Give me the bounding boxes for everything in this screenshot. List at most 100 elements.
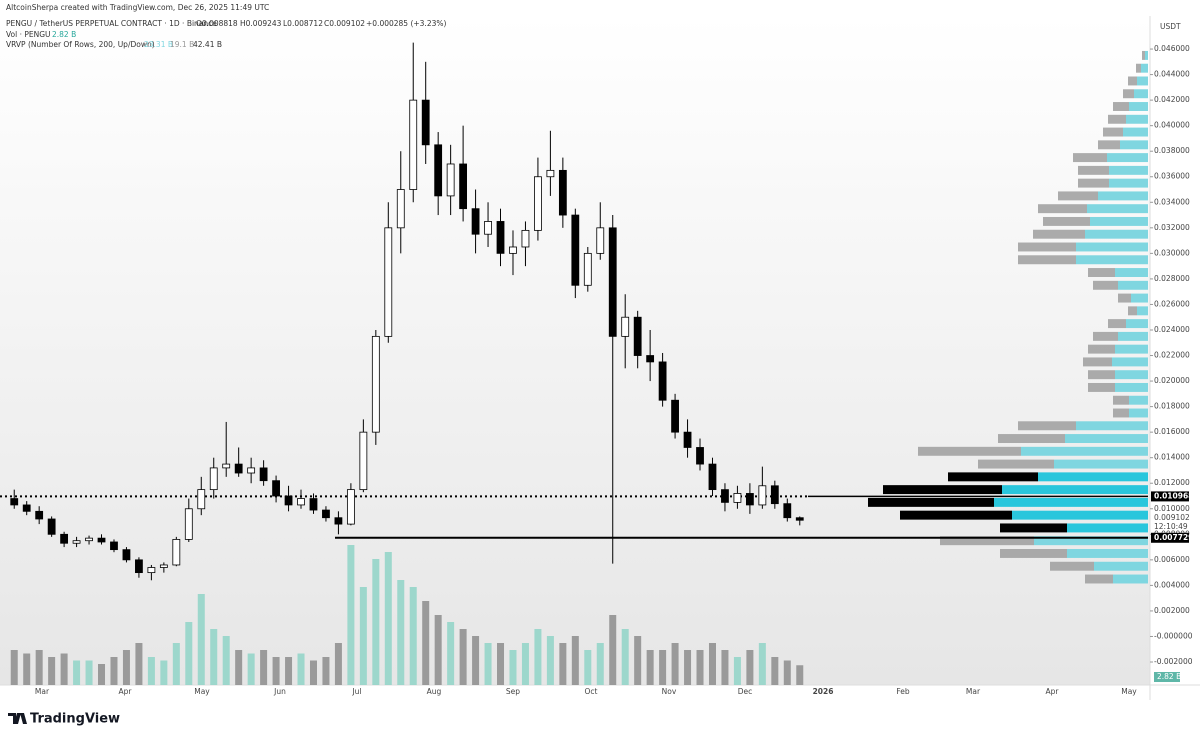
candle-body <box>396 189 405 229</box>
volume-bar <box>659 650 667 685</box>
volume-bar <box>10 650 18 685</box>
volume-bar <box>746 650 754 685</box>
candle-body <box>621 316 630 337</box>
candle-body <box>608 227 617 337</box>
profile-up <box>1120 140 1148 150</box>
profile-up <box>1129 408 1148 418</box>
x-tick-label: Oct <box>585 687 598 696</box>
profile-up <box>1123 127 1148 137</box>
profile-up <box>1112 357 1148 367</box>
candle-body <box>209 467 218 491</box>
profile-up <box>1109 178 1148 188</box>
profile-down <box>1108 114 1126 124</box>
volume-bar <box>796 665 804 685</box>
candle-body <box>696 447 704 465</box>
candle-body <box>384 227 393 337</box>
volume-bar <box>272 657 280 685</box>
brand-logo: TradingView <box>8 712 120 727</box>
title: PENGU / TetherUS PERPETUAL CONTRACT · 1D… <box>6 19 217 28</box>
volume-bar <box>472 636 480 685</box>
candle-body <box>22 504 31 512</box>
countdown: 12:10:49 <box>1154 522 1188 531</box>
candle-body <box>484 221 492 235</box>
x-tick-label: Apr <box>119 687 133 696</box>
profile-down <box>868 497 994 507</box>
y-tick-label: 0.036000 <box>1154 172 1190 181</box>
volume-bar <box>347 545 355 685</box>
y-tick-label: 0.014000 <box>1154 453 1190 462</box>
y-tick-label: 0.034000 <box>1154 197 1190 206</box>
y-tick-label: 0.016000 <box>1154 427 1190 436</box>
profile-down <box>1018 421 1076 431</box>
profile-down <box>1093 331 1118 341</box>
profile-down <box>1136 63 1141 73</box>
candle-body <box>334 517 343 525</box>
candle-body <box>421 99 430 146</box>
candle-body <box>409 99 418 190</box>
profile-down <box>1033 229 1085 239</box>
volume-bar <box>434 615 442 685</box>
profile-down <box>1093 280 1118 290</box>
volume-bar <box>359 587 367 685</box>
volume-bar <box>122 650 130 685</box>
volume-bar <box>23 653 31 685</box>
volume-bar <box>459 629 467 685</box>
profile-up <box>1118 331 1148 341</box>
candle-body <box>222 463 231 469</box>
volume-bar <box>634 636 642 685</box>
volume-bar <box>621 629 629 685</box>
candle-body <box>509 246 517 254</box>
profile-up <box>1115 268 1148 277</box>
vrvp-total: 42.41 B <box>193 40 222 49</box>
volume-bar <box>85 660 93 685</box>
volume-bar <box>497 643 505 685</box>
ohlc-change: +0.000285 (+3.23%) <box>366 19 446 28</box>
profile-down <box>1078 178 1109 188</box>
candle-body <box>658 361 667 401</box>
profile-up <box>1085 229 1148 239</box>
candle-body <box>135 559 143 574</box>
candle-body <box>97 537 106 543</box>
y-tick-label: 0.010000 <box>1154 504 1190 513</box>
x-tick-label: May <box>194 687 210 696</box>
y-tick-label: 0.002000 <box>1154 606 1190 615</box>
volume-bar <box>197 594 205 685</box>
candle-body <box>322 509 330 519</box>
candle-body <box>496 221 505 254</box>
candle-body <box>297 498 305 506</box>
profile-down <box>1108 319 1126 329</box>
candle-body <box>371 335 380 433</box>
x-tick-label: Nov <box>662 687 677 696</box>
profile-up <box>1067 548 1148 558</box>
profile-down <box>1123 89 1134 99</box>
volume-bar <box>98 664 106 685</box>
candle-body <box>110 541 118 551</box>
volume-bar <box>372 559 380 685</box>
candle-body <box>72 540 81 544</box>
vrvp-title: VRVP (Number Of Rows, 200, Up/Down) <box>6 40 155 49</box>
ohlc-low: L0.008712 <box>283 19 323 28</box>
y-tick-label: 0.018000 <box>1154 402 1190 411</box>
volume-bar <box>160 660 168 685</box>
profile-down <box>1088 382 1115 392</box>
ohlc-open: O0.008818 <box>196 19 238 28</box>
candle-body <box>646 355 655 363</box>
x-tick-label: Sep <box>506 687 520 696</box>
profile-up <box>1118 280 1148 290</box>
volume-bar <box>546 636 554 685</box>
y-tick-label: 0.020000 <box>1154 376 1190 385</box>
x-tick-label: Aug <box>427 687 442 696</box>
volume-bar <box>185 622 193 685</box>
y-tick-label: 0.042000 <box>1154 95 1190 104</box>
profile-down <box>1098 140 1120 150</box>
profile-down <box>1058 191 1098 201</box>
volume-tag-label: 2.82 B <box>1157 672 1181 681</box>
candle-body <box>471 208 480 235</box>
volume-bar <box>35 650 43 685</box>
volume-bar <box>684 650 692 685</box>
volume-bar <box>571 636 579 685</box>
profile-up <box>1067 523 1148 533</box>
profile-down <box>1018 242 1076 252</box>
price-tag-label: 0.010968 <box>1154 491 1193 500</box>
candle-body <box>745 493 754 506</box>
